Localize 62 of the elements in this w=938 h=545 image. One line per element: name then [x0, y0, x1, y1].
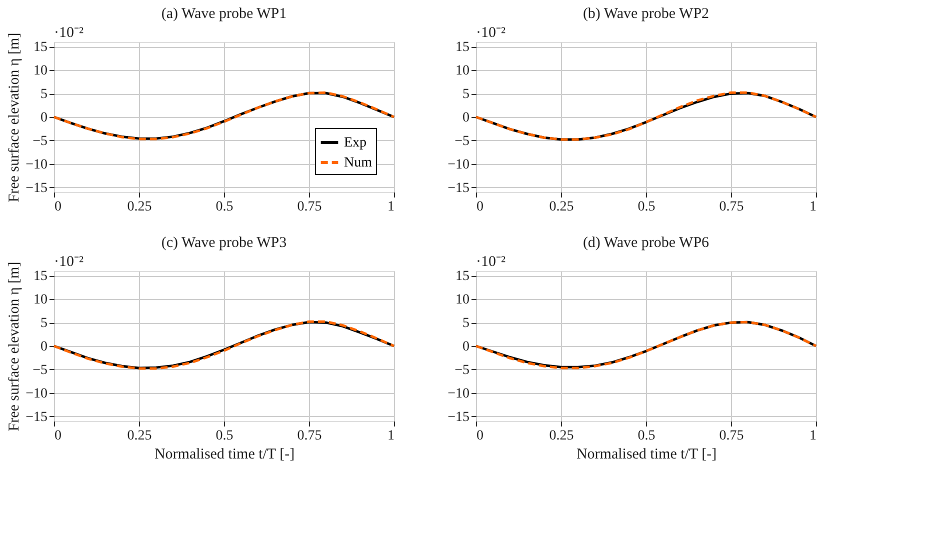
y-tick-label: 0 — [462, 110, 470, 126]
legend-label: Exp — [344, 136, 367, 150]
x-tick-label: 0.75 — [719, 200, 744, 214]
text: ·10⁻² — [476, 254, 506, 270]
y-axis-title: Free surface elevation η [m] — [6, 262, 23, 432]
x-tick-label: 0.25 — [127, 200, 152, 214]
legend-label: Num — [344, 156, 372, 170]
y-tick-label: 15 — [34, 40, 48, 56]
x-tick-label: 1 — [810, 200, 816, 214]
x-axis-title: Normalised time t/T [-] — [576, 446, 717, 462]
y-tick-label: −5 — [454, 362, 470, 378]
y-tick-label: 10 — [34, 64, 48, 79]
y-tick-label: −15 — [448, 180, 470, 196]
y-tick-label: 5 — [40, 87, 48, 102]
y-tick-label: −5 — [32, 362, 48, 378]
y-tick-label: 5 — [462, 316, 470, 332]
y-axis-title: Free surface elevation η [m] — [6, 32, 23, 202]
y-tick-label: −5 — [454, 134, 470, 149]
x-axis-title: Normalised time t/T [-] — [154, 446, 295, 462]
y-tick-label: −15 — [26, 410, 48, 425]
x-tick-label: 0.75 — [719, 428, 744, 444]
chart-title: (d) Wave probe WP6 — [582, 235, 710, 251]
chart-title: (c) Wave probe WP3 — [161, 235, 287, 251]
x-tick-label: 0.75 — [297, 200, 322, 214]
x-tick-label: 0 — [54, 200, 62, 214]
y-tick-label: 10 — [34, 292, 48, 308]
chart-title: (b) Wave probe WP2 — [582, 6, 710, 22]
x-tick-label: 0.25 — [549, 428, 574, 444]
y-tick-label: 10 — [456, 292, 470, 308]
text: ·10⁻² — [476, 25, 506, 41]
y-tick-label: −10 — [448, 386, 470, 402]
y-tick-label: 15 — [34, 269, 48, 284]
x-tick-label: 0 — [54, 428, 62, 444]
y-tick-label: −15 — [448, 410, 470, 425]
y-tick-label: −5 — [32, 134, 48, 149]
x-tick-label: 0.5 — [216, 428, 234, 444]
y-tick-label: 0 — [40, 110, 48, 126]
x-tick-label: 0 — [476, 200, 484, 214]
x-tick-label: 0.25 — [127, 428, 152, 444]
y-tick-label: 10 — [456, 64, 470, 79]
y-tick-label: −10 — [26, 386, 48, 402]
y-tick-label: 15 — [456, 40, 470, 56]
x-tick-label: 0 — [476, 428, 484, 444]
y-tick-label: −15 — [26, 180, 48, 196]
x-tick-label: 0.75 — [297, 428, 322, 444]
x-tick-label: 0.25 — [549, 200, 574, 214]
x-tick-label: 0.5 — [638, 428, 656, 444]
y-tick-label: 5 — [462, 87, 470, 102]
chart-title: (a) Wave probe WP1 — [161, 6, 287, 22]
x-tick-label: 0.5 — [216, 200, 234, 214]
x-tick-label: 1 — [388, 200, 394, 214]
y-tick-label: 0 — [462, 340, 470, 354]
text: ·10⁻² — [54, 25, 84, 41]
x-tick-label: 1 — [388, 428, 394, 444]
y-tick-label: −10 — [448, 157, 470, 172]
y-tick-label: 0 — [40, 340, 48, 354]
y-tick-label: 5 — [40, 316, 48, 332]
x-tick-label: 1 — [810, 428, 816, 444]
x-tick-label: 0.5 — [638, 200, 656, 214]
text: ·10⁻² — [54, 254, 84, 270]
y-tick-label: −10 — [26, 157, 48, 172]
y-tick-label: 15 — [456, 269, 470, 284]
